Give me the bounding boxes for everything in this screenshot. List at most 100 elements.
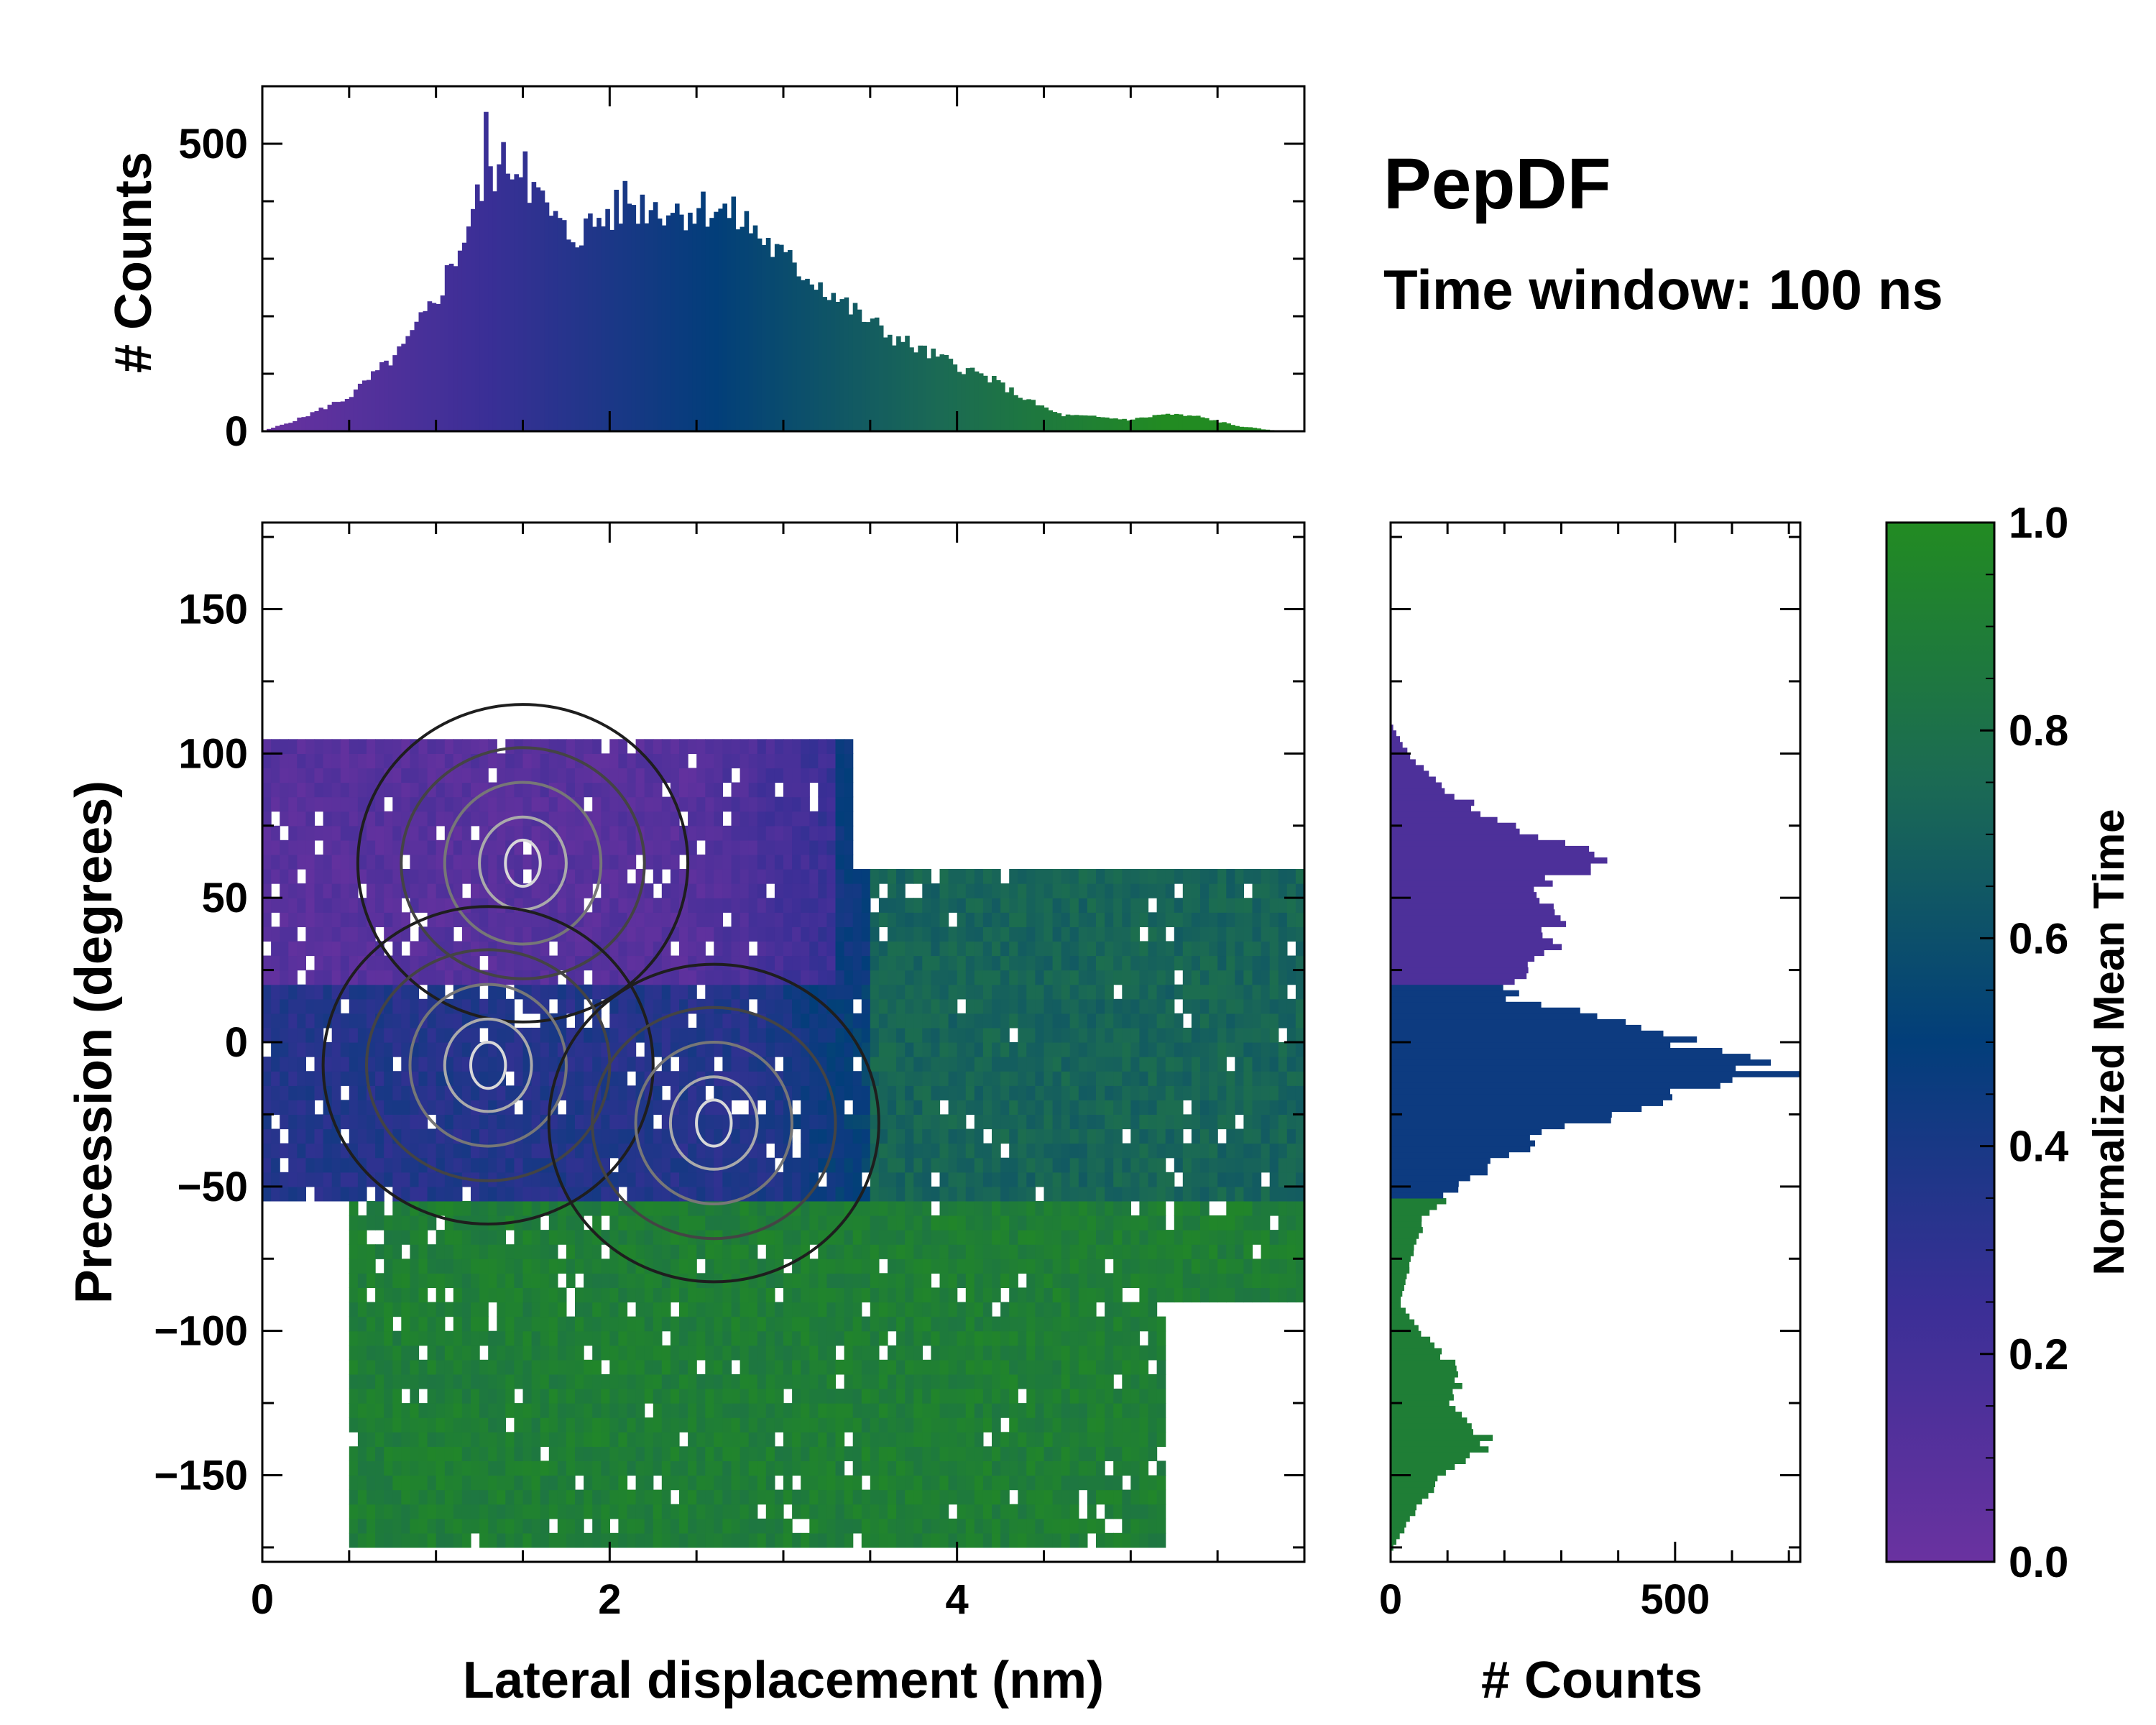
heatmap-cell: [618, 1230, 628, 1245]
heatmap-cell: [731, 753, 741, 768]
heatmap-cell: [444, 1432, 454, 1447]
heatmap-cell: [965, 1389, 975, 1404]
heatmap-cell: [783, 912, 793, 927]
heatmap-cell: [939, 941, 949, 957]
heatmap-cell: [1052, 1287, 1062, 1303]
heatmap-cell: [461, 1417, 471, 1432]
heatmap-cell: [575, 1489, 584, 1505]
heatmap-cell: [531, 1518, 541, 1534]
heatmap-cell: [280, 869, 289, 884]
heatmap-cell: [349, 1042, 359, 1057]
heatmap-cell: [548, 1504, 558, 1519]
heatmap-cell: [305, 739, 315, 754]
top-hist-bar: [761, 244, 767, 431]
heatmap-cell: [870, 1417, 880, 1432]
heatmap-cell: [557, 739, 567, 754]
heatmap-cell: [870, 869, 880, 884]
heatmap-cell: [888, 1172, 897, 1187]
heatmap-cell: [479, 1518, 489, 1534]
heatmap-cell: [852, 1403, 862, 1418]
heatmap-cell: [453, 1417, 463, 1432]
heatmap-cell: [948, 1489, 958, 1505]
heatmap-cell: [844, 1244, 854, 1259]
heatmap-cell: [262, 753, 272, 768]
heatmap-cell: [757, 1489, 767, 1505]
top-hist-bar: [926, 358, 931, 431]
heatmap-cell: [922, 984, 931, 1000]
heatmap-cell: [557, 1345, 567, 1361]
heatmap-cell: [688, 1518, 697, 1534]
heatmap-cell: [575, 1230, 584, 1245]
top-hist-bar: [1209, 420, 1214, 431]
heatmap-cell: [340, 753, 350, 768]
heatmap-cell: [896, 1460, 906, 1476]
heatmap-cell: [870, 1215, 880, 1230]
heatmap-cell: [757, 1432, 767, 1447]
heatmap-cell: [801, 1071, 810, 1086]
heatmap-cell: [375, 1389, 384, 1404]
heatmap-cell: [982, 1172, 992, 1187]
heatmap-cell: [826, 782, 837, 798]
heatmap-cell: [992, 1316, 1001, 1332]
heatmap-cell: [722, 1432, 732, 1447]
heatmap-cell: [384, 1287, 393, 1303]
top-hist-bar: [522, 151, 528, 431]
heatmap-cell: [939, 926, 949, 942]
heatmap-cell: [436, 796, 446, 812]
heatmap-cell: [384, 1259, 393, 1274]
heatmap-cell: [982, 1042, 992, 1057]
heatmap-cell: [1096, 1403, 1105, 1418]
heatmap-cell: [679, 1071, 688, 1086]
heatmap-cell: [809, 1200, 819, 1216]
heatmap-cell: [331, 768, 341, 783]
heatmap-cell: [982, 941, 992, 957]
heatmap-cell: [566, 739, 576, 754]
heatmap-cell: [471, 1114, 480, 1130]
heatmap-cell: [905, 912, 914, 927]
top-ytick-label-500: 500: [178, 121, 248, 167]
heatmap-cell: [461, 998, 471, 1014]
heatmap-cell: [861, 1259, 871, 1274]
heatmap-cell: [992, 883, 1001, 898]
top-hist-bar: [1082, 415, 1088, 431]
heatmap-cell: [688, 840, 697, 855]
heatmap-cell: [418, 1215, 428, 1230]
heatmap-cell: [505, 1200, 515, 1216]
heatmap-cell: [974, 998, 984, 1014]
top-hist-bar: [544, 202, 550, 431]
heatmap-cell: [497, 1460, 506, 1476]
heatmap-cell: [575, 1071, 584, 1086]
heatmap-cell: [905, 1359, 914, 1375]
heatmap-cell: [349, 1128, 359, 1144]
heatmap-cell: [722, 898, 732, 913]
heatmap-cell: [722, 1374, 732, 1389]
heatmap-cell: [461, 1287, 471, 1303]
heatmap-cell: [679, 1359, 688, 1375]
heatmap-cell: [1018, 1403, 1027, 1418]
heatmap-cell: [627, 1389, 637, 1404]
heatmap-cell: [514, 753, 524, 768]
heatmap-cell: [905, 1389, 914, 1404]
heatmap-cell: [592, 1518, 602, 1534]
heatmap-cell: [522, 1259, 533, 1274]
heatmap-cell: [783, 1460, 793, 1476]
heatmap-cell: [818, 739, 827, 754]
heatmap-cell: [436, 1316, 446, 1332]
heatmap-cell: [1078, 1316, 1088, 1332]
heatmap-cell: [627, 1215, 637, 1230]
heatmap-cell: [905, 1489, 914, 1505]
heatmap-cell: [992, 1215, 1001, 1230]
heatmap-cell: [635, 955, 645, 971]
heatmap-cell: [774, 1460, 784, 1476]
heatmap-cell: [601, 753, 610, 768]
heatmap-cell: [1018, 1157, 1027, 1173]
heatmap-cell: [844, 840, 854, 855]
heatmap-cell: [905, 1230, 914, 1245]
heatmap-cell: [522, 1518, 533, 1534]
heatmap-cell: [1096, 1417, 1105, 1432]
heatmap-cell: [731, 825, 741, 841]
heatmap-cell: [748, 811, 758, 827]
top-hist-bar: [1000, 382, 1005, 431]
heatmap-cell: [870, 1013, 880, 1029]
heatmap-cell: [783, 1244, 793, 1259]
